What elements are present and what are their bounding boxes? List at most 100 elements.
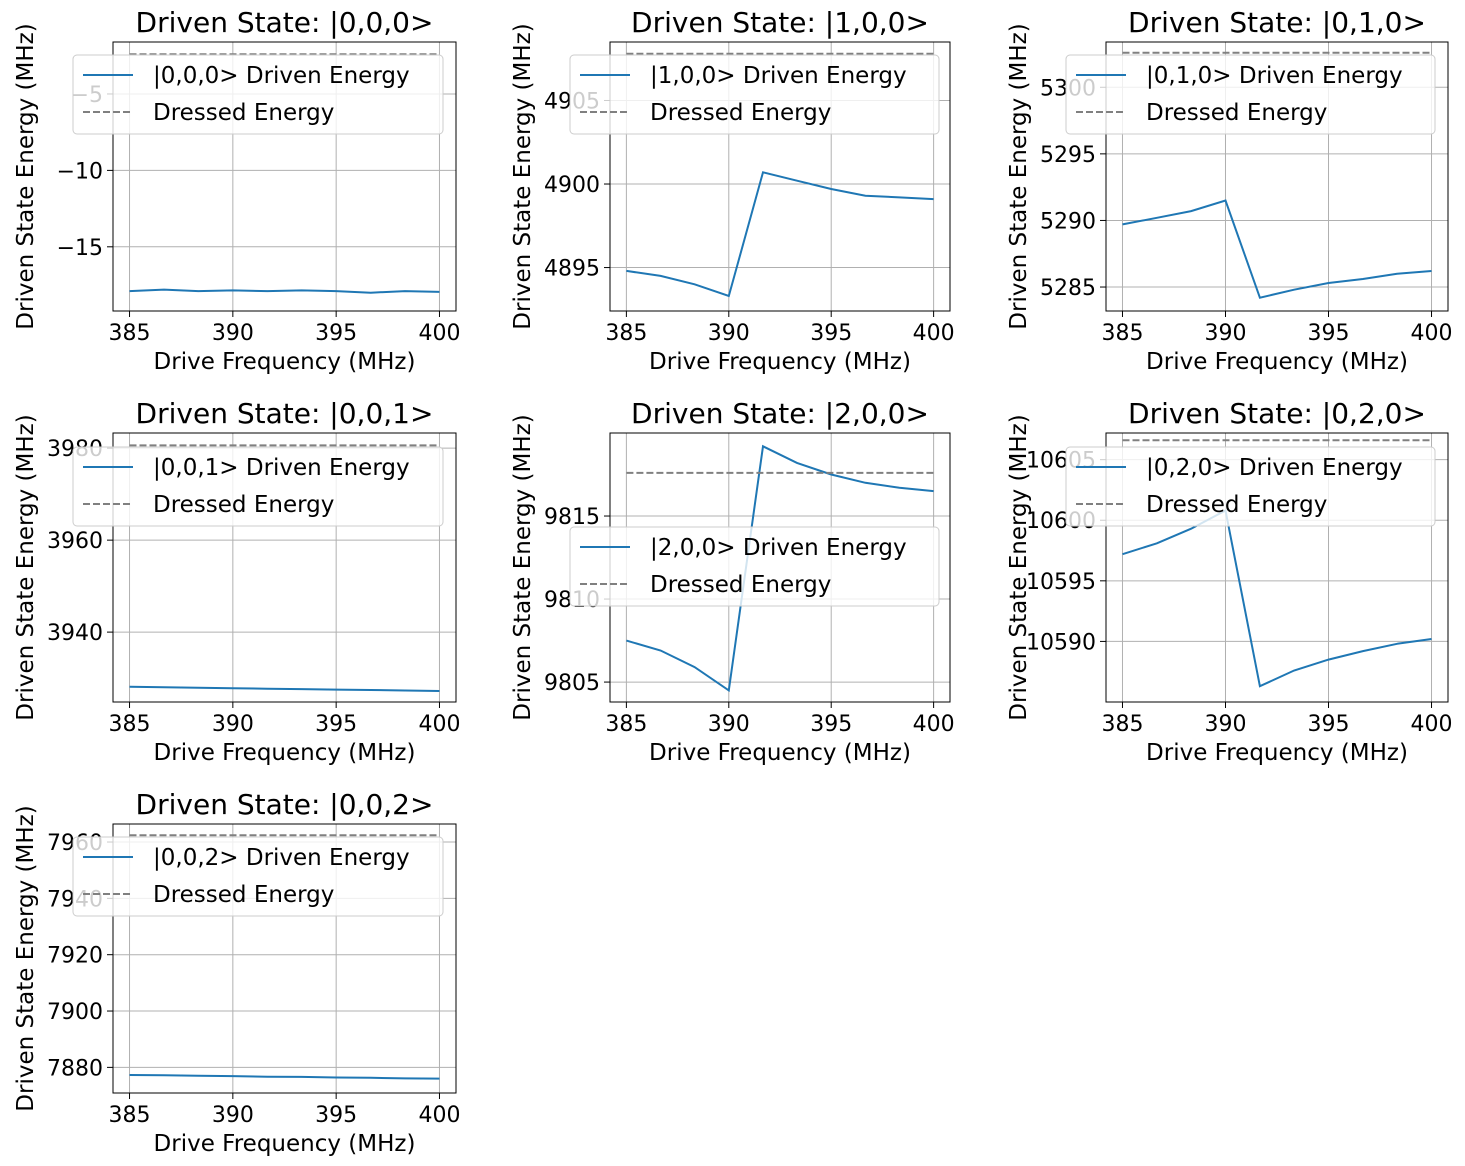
axes-frame (112, 823, 457, 1094)
x-tick-label: 395 (1308, 321, 1350, 346)
x-tick-label: 385 (1101, 712, 1143, 737)
driven-energy-line (626, 444, 934, 693)
x-axis-label: Drive Frequency (MHz) (154, 740, 416, 766)
plot-area (626, 444, 934, 693)
subplot-title: Driven State: |0,1,0> (1128, 6, 1426, 39)
legend: |0,0,0> Driven Energy Dressed Energy (72, 54, 444, 135)
legend-box (72, 836, 444, 917)
plot-area (129, 53, 440, 294)
subplot-title: Driven State: |2,0,0> (631, 397, 929, 430)
y-axis-label: Driven State Energy (MHz) (1006, 23, 1032, 329)
subplot-5: 385390395400980598109815Driven State: |2… (510, 397, 955, 766)
axes-frame (112, 41, 457, 312)
x-tick-label: 390 (1204, 712, 1246, 737)
driven-energy-line (626, 171, 934, 298)
legend: |1,0,0> Driven Energy Dressed Energy (569, 54, 940, 135)
y-tick-label: 7900 (47, 1000, 103, 1025)
subplot-title: Driven State: |1,0,0> (631, 6, 929, 39)
subplot-2: 385390395400489549004905Driven State: |1… (510, 6, 955, 375)
y-tick-label: 5295 (1040, 143, 1096, 168)
x-tick-label: 400 (1411, 321, 1453, 346)
y-tick-label: 10595 (1026, 570, 1096, 595)
x-axis-label: Drive Frequency (MHz) (154, 349, 416, 375)
x-tick-label: 400 (913, 712, 955, 737)
y-tick-label: 4895 (544, 257, 600, 282)
subplot-4: 385390395400394039603980Driven State: |0… (13, 397, 460, 766)
legend-box (1065, 446, 1436, 527)
x-axis-label: Drive Frequency (MHz) (1146, 740, 1408, 766)
legend-entry: Dressed Energy (153, 492, 334, 518)
x-tick-label: 385 (109, 321, 151, 346)
axes-frame (609, 41, 951, 312)
legend: |0,1,0> Driven Energy Dressed Energy (1065, 54, 1436, 135)
subplot-title: Driven State: |0,0,1> (136, 397, 434, 430)
legend-entry: Dressed Energy (650, 572, 831, 598)
y-axis-label: Driven State Energy (MHz) (13, 23, 39, 329)
legend: |0,0,2> Driven Energy Dressed Energy (72, 836, 444, 917)
driven-energy-line (129, 288, 440, 294)
y-axis-label: Driven State Energy (MHz) (1006, 414, 1032, 720)
legend-box (569, 54, 940, 135)
x-tick-label: 395 (1308, 712, 1350, 737)
legend-entry: |0,0,1> Driven Energy (153, 455, 410, 481)
axes-frame (1105, 432, 1449, 703)
x-tick-label: 385 (605, 321, 647, 346)
subplot-3: 3853903954005285529052955300Driven State… (1006, 6, 1453, 375)
driven-energy-line (1122, 508, 1432, 688)
legend: |0,2,0> Driven Energy Dressed Energy (1065, 446, 1436, 527)
x-tick-label: 385 (109, 1103, 151, 1128)
legend-entry: Dressed Energy (153, 882, 334, 908)
legend-entry: |0,1,0> Driven Energy (1146, 63, 1403, 89)
x-tick-label: 390 (212, 1103, 254, 1128)
plot-area (129, 444, 440, 692)
y-tick-label: 10590 (1026, 630, 1096, 655)
driven-energy-line (1122, 199, 1432, 299)
legend: |0,0,1> Driven Energy Dressed Energy (72, 446, 444, 527)
x-tick-label: 390 (1204, 321, 1246, 346)
x-tick-label: 395 (810, 321, 852, 346)
y-tick-label: −10 (57, 159, 103, 184)
x-tick-label: 395 (315, 1103, 357, 1128)
legend: |2,0,0> Driven Energy Dressed Energy (569, 526, 940, 607)
x-tick-label: 390 (212, 712, 254, 737)
subplot-7: 38539039540078807900792079407960Driven S… (13, 788, 460, 1157)
y-tick-label: 7880 (47, 1056, 103, 1081)
y-tick-label: 5285 (1040, 276, 1096, 301)
y-tick-label: 3960 (47, 529, 103, 554)
legend-entry: |0,2,0> Driven Energy (1146, 455, 1403, 481)
legend-box (72, 54, 444, 135)
legend-entry: Dressed Energy (1146, 492, 1327, 518)
y-tick-label: 9815 (544, 505, 600, 530)
legend-box (1065, 54, 1436, 135)
x-axis-label: Drive Frequency (MHz) (649, 740, 911, 766)
x-tick-label: 400 (1411, 712, 1453, 737)
plot-area (626, 52, 934, 298)
x-tick-label: 395 (810, 712, 852, 737)
legend-entry: |2,0,0> Driven Energy (650, 535, 907, 561)
x-tick-label: 385 (605, 712, 647, 737)
y-tick-label: 9805 (544, 671, 600, 696)
driven-energy-line (129, 685, 440, 692)
axes-frame (112, 432, 457, 703)
legend-box (569, 526, 940, 607)
y-tick-label: 7920 (47, 944, 103, 969)
y-tick-label: 3940 (47, 621, 103, 646)
legend-entry: Dressed Energy (1146, 100, 1327, 126)
legend-entry: Dressed Energy (153, 100, 334, 126)
y-tick-label: −15 (57, 236, 103, 261)
driven-energy-line (129, 1074, 440, 1080)
x-tick-label: 400 (418, 321, 460, 346)
x-tick-label: 390 (708, 712, 750, 737)
y-axis-label: Driven State Energy (MHz) (13, 805, 39, 1111)
plot-area (1122, 51, 1432, 299)
legend-entry: |0,0,0> Driven Energy (153, 63, 410, 89)
x-tick-label: 395 (315, 321, 357, 346)
x-tick-label: 400 (418, 1103, 460, 1128)
x-tick-label: 390 (708, 321, 750, 346)
x-tick-label: 400 (913, 321, 955, 346)
x-tick-label: 385 (109, 712, 151, 737)
x-tick-label: 385 (1101, 321, 1143, 346)
y-axis-label: Driven State Energy (MHz) (510, 23, 536, 329)
